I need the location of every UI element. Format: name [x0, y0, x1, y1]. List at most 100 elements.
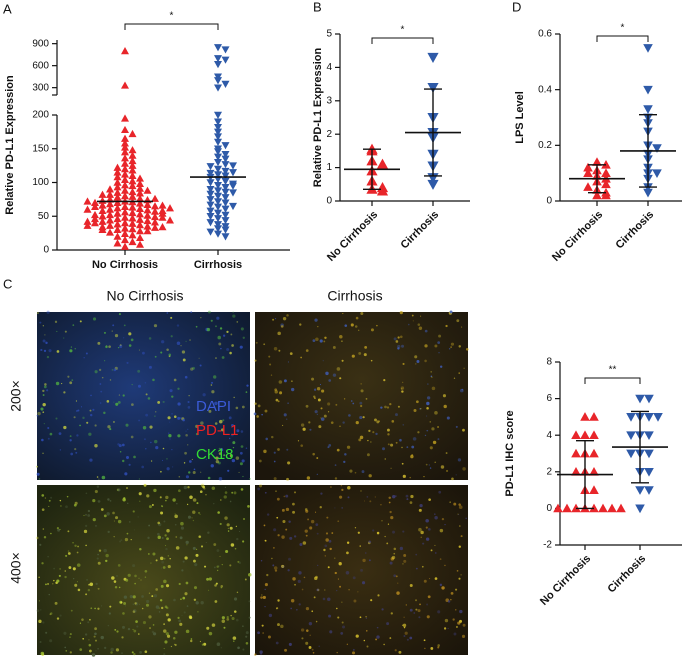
- speckle: [401, 446, 403, 449]
- speckle: [305, 534, 308, 537]
- speckle: [94, 370, 98, 374]
- speckle: [220, 499, 222, 501]
- speckle: [202, 393, 206, 397]
- speckle: [415, 567, 418, 570]
- speckle: [242, 648, 245, 651]
- data-point: [589, 412, 599, 421]
- speckle: [425, 463, 428, 466]
- data-point: [571, 430, 581, 440]
- speckle: [220, 586, 223, 589]
- speckle: [369, 500, 372, 503]
- speckle: [324, 589, 326, 591]
- speckle: [406, 446, 409, 449]
- speckle: [450, 592, 454, 595]
- data-point: [121, 224, 129, 232]
- speckle: [148, 553, 150, 555]
- speckle: [172, 636, 176, 640]
- speckle: [146, 494, 150, 498]
- speckle: [418, 508, 422, 512]
- data-point: [83, 197, 92, 205]
- speckle: [178, 619, 182, 623]
- speckle: [357, 329, 360, 332]
- speckle: [219, 327, 223, 330]
- speckle: [192, 510, 196, 514]
- speckle: [440, 465, 445, 469]
- speckle: [360, 311, 364, 316]
- speckle: [437, 438, 440, 441]
- speckle: [242, 625, 244, 627]
- speckle: [336, 651, 338, 654]
- speckle: [245, 631, 249, 635]
- speckle: [438, 352, 440, 354]
- speckle: [408, 323, 410, 326]
- speckle: [399, 546, 404, 551]
- speckle: [253, 412, 257, 416]
- speckle: [261, 413, 263, 416]
- speckle: [162, 566, 166, 569]
- speckle: [143, 438, 146, 441]
- speckle: [305, 404, 309, 408]
- speckle: [131, 384, 133, 386]
- speckle: [276, 607, 278, 610]
- speckle: [381, 608, 384, 611]
- speckle: [181, 614, 183, 617]
- speckle: [205, 458, 207, 461]
- data-point: [221, 155, 230, 163]
- speckle: [418, 326, 423, 330]
- speckle: [152, 624, 155, 626]
- speckle: [206, 327, 211, 332]
- y-tick-label: 300: [32, 82, 49, 93]
- speckle: [166, 634, 171, 638]
- speckle: [63, 337, 65, 339]
- speckle: [185, 475, 190, 479]
- speckle: [322, 597, 326, 601]
- speckle: [71, 379, 74, 382]
- speckle: [411, 314, 414, 317]
- speckle: [232, 636, 237, 640]
- speckle: [75, 400, 78, 402]
- speckle: [415, 363, 417, 365]
- speckle: [43, 536, 47, 539]
- speckle: [77, 409, 80, 412]
- data-point: [121, 186, 129, 194]
- speckle: [198, 357, 200, 359]
- speckle: [208, 589, 210, 591]
- speckle: [190, 639, 193, 643]
- speckle: [290, 599, 295, 603]
- speckle: [317, 398, 321, 402]
- speckle: [198, 535, 202, 539]
- speckle: [207, 476, 211, 480]
- speckle: [460, 535, 463, 538]
- speckle: [288, 557, 291, 561]
- speckle: [239, 462, 243, 466]
- speckle: [56, 527, 59, 530]
- speckle: [338, 562, 342, 566]
- speckle: [240, 430, 244, 433]
- speckle: [97, 607, 100, 610]
- data-point: [106, 200, 114, 208]
- speckle: [254, 359, 257, 362]
- speckle: [269, 363, 272, 366]
- speckle: [166, 458, 168, 460]
- speckle: [263, 524, 266, 527]
- data-point: [121, 125, 129, 134]
- data-point: [143, 211, 152, 219]
- speckle: [309, 526, 313, 530]
- speckle: [44, 497, 47, 499]
- speckle: [399, 311, 403, 315]
- speckle: [180, 521, 184, 526]
- speckle: [415, 400, 419, 404]
- speckle: [426, 396, 431, 400]
- column-label: Cirrhosis: [327, 288, 382, 304]
- y-tick-label: 1: [326, 162, 332, 173]
- speckle: [215, 460, 219, 464]
- speckle: [163, 520, 166, 523]
- speckle: [398, 650, 402, 654]
- speckle: [465, 517, 467, 520]
- speckle: [233, 610, 237, 613]
- speckle: [400, 386, 405, 390]
- speckle: [100, 390, 103, 393]
- speckle: [428, 498, 431, 502]
- speckle: [347, 486, 351, 490]
- speckle: [413, 612, 416, 614]
